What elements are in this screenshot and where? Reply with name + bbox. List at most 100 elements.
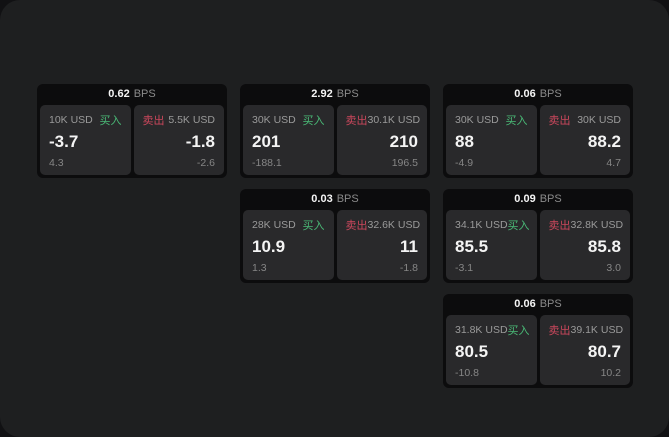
buy-panel-top: 30K USD 买入 <box>455 112 528 128</box>
sell-price: 11 <box>400 237 418 257</box>
bps-value: 0.06 <box>514 298 536 310</box>
quote-card: 2.92 BPS 30K USD 买入 201 -188.1 卖出 30.1K … <box>240 84 430 178</box>
bps-unit-label: BPS <box>539 88 562 100</box>
sell-delta: 196.5 <box>391 157 418 169</box>
sell-amount: 5.5K USD <box>168 114 215 126</box>
sell-panel[interactable]: 卖出 30.1K USD 210 196.5 <box>336 105 427 175</box>
sell-price: -1.8 <box>185 132 215 152</box>
sell-side-label: 卖出 <box>142 115 165 127</box>
quote-card: 0.09 BPS 34.1K USD 买入 85.5 -3.1 卖出 32.8K… <box>443 189 633 283</box>
buy-panel-top: 30K USD 买入 <box>252 112 325 128</box>
card-header: 2.92 BPS <box>240 84 430 105</box>
bps-unit-label: BPS <box>539 298 562 310</box>
buy-delta: -3.1 <box>455 262 474 274</box>
buy-panel[interactable]: 31.8K USD 买入 80.5 -10.8 <box>446 315 537 385</box>
sell-delta: 4.7 <box>606 157 621 169</box>
buy-amount: 31.8K USD <box>455 324 508 336</box>
sell-amount: 32.6K USD <box>367 219 421 231</box>
bps-value: 0.03 <box>311 193 333 205</box>
buy-price: 88 <box>455 132 474 152</box>
sell-panel-top: 卖出 32.6K USD <box>345 217 421 233</box>
sell-panel-top: 卖出 30K USD <box>549 112 622 128</box>
buy-side-label: 买入 <box>302 220 325 232</box>
sell-amount: 30.1K USD <box>367 114 421 126</box>
card-body: 34.1K USD 买入 85.5 -3.1 卖出 32.8K USD 85.8… <box>443 210 633 283</box>
buy-delta: -10.8 <box>455 367 479 379</box>
sell-panel[interactable]: 卖出 30K USD 88.2 4.7 <box>539 105 630 175</box>
bps-value: 2.92 <box>311 88 333 100</box>
sell-amount: 32.8K USD <box>570 219 624 231</box>
card-header: 0.09 BPS <box>443 189 633 210</box>
sell-price: 80.7 <box>587 342 621 362</box>
card-body: 30K USD 买入 201 -188.1 卖出 30.1K USD 210 1… <box>240 105 430 178</box>
sell-panel[interactable]: 卖出 5.5K USD -1.8 -2.6 <box>133 105 224 175</box>
sell-price: 210 <box>389 132 418 152</box>
buy-side-label: 买入 <box>302 115 325 127</box>
buy-amount: 28K USD <box>252 219 296 231</box>
bps-value: 0.09 <box>514 193 536 205</box>
sell-panel[interactable]: 卖出 32.6K USD 11 -1.8 <box>336 210 427 280</box>
bps-unit-label: BPS <box>336 193 359 205</box>
sell-panel[interactable]: 卖出 32.8K USD 85.8 3.0 <box>539 210 630 280</box>
bps-unit-label: BPS <box>133 88 156 100</box>
buy-side-label: 买入 <box>507 220 530 232</box>
bps-unit-label: BPS <box>539 193 562 205</box>
buy-side-label: 买入 <box>505 115 528 127</box>
buy-price: 10.9 <box>252 237 286 257</box>
bps-unit-label: BPS <box>336 88 359 100</box>
sell-side-label: 卖出 <box>548 220 571 232</box>
sell-side-label: 卖出 <box>345 115 368 127</box>
buy-price: -3.7 <box>49 132 79 152</box>
quote-card: 0.06 BPS 31.8K USD 买入 80.5 -10.8 卖出 39.1… <box>443 294 633 388</box>
sell-panel[interactable]: 卖出 39.1K USD 80.7 10.2 <box>539 315 630 385</box>
sell-panel-top: 卖出 32.8K USD <box>548 217 624 233</box>
buy-side-label: 买入 <box>99 115 122 127</box>
buy-panel[interactable]: 30K USD 买入 201 -188.1 <box>243 105 334 175</box>
sell-side-label: 卖出 <box>548 325 571 337</box>
buy-amount: 34.1K USD <box>455 219 508 231</box>
quote-card: 0.06 BPS 30K USD 买入 88 -4.9 卖出 30K USD <box>443 84 633 178</box>
sell-price: 85.8 <box>587 237 621 257</box>
sell-side-label: 卖出 <box>345 220 368 232</box>
sell-price: 88.2 <box>587 132 621 152</box>
card-header: 0.03 BPS <box>240 189 430 210</box>
sell-panel-top: 卖出 30.1K USD <box>345 112 421 128</box>
sell-amount: 30K USD <box>577 114 621 126</box>
buy-panel[interactable]: 34.1K USD 买入 85.5 -3.1 <box>446 210 537 280</box>
sell-panel-top: 卖出 5.5K USD <box>143 112 216 128</box>
bps-value: 0.62 <box>108 88 130 100</box>
buy-delta: 1.3 <box>252 262 267 274</box>
quote-card: 0.62 BPS 10K USD 买入 -3.7 4.3 卖出 5.5K USD <box>37 84 227 178</box>
buy-delta: 4.3 <box>49 157 64 169</box>
buy-panel[interactable]: 10K USD 买入 -3.7 4.3 <box>40 105 131 175</box>
sell-delta: -2.6 <box>196 157 215 169</box>
bps-value: 0.06 <box>514 88 536 100</box>
buy-price: 85.5 <box>455 237 489 257</box>
sell-panel-top: 卖出 39.1K USD <box>548 322 624 338</box>
quote-grid: 0.62 BPS 10K USD 买入 -3.7 4.3 卖出 5.5K USD <box>37 84 633 388</box>
buy-delta: -188.1 <box>252 157 282 169</box>
buy-panel-top: 10K USD 买入 <box>49 112 122 128</box>
buy-panel-top: 31.8K USD 买入 <box>455 322 530 338</box>
sell-side-label: 卖出 <box>548 115 571 127</box>
card-body: 10K USD 买入 -3.7 4.3 卖出 5.5K USD -1.8 -2.… <box>37 105 227 178</box>
buy-panel[interactable]: 28K USD 买入 10.9 1.3 <box>243 210 334 280</box>
buy-price: 201 <box>252 132 281 152</box>
buy-panel-top: 34.1K USD 买入 <box>455 217 530 233</box>
buy-amount: 10K USD <box>49 114 93 126</box>
buy-amount: 30K USD <box>455 114 499 126</box>
sell-amount: 39.1K USD <box>570 324 624 336</box>
card-header: 0.06 BPS <box>443 84 633 105</box>
card-body: 28K USD 买入 10.9 1.3 卖出 32.6K USD 11 -1.8 <box>240 210 430 283</box>
quote-card: 0.03 BPS 28K USD 买入 10.9 1.3 卖出 32.6K US… <box>240 189 430 283</box>
card-header: 0.62 BPS <box>37 84 227 105</box>
sell-delta: 3.0 <box>606 262 621 274</box>
buy-panel[interactable]: 30K USD 买入 88 -4.9 <box>446 105 537 175</box>
buy-price: 80.5 <box>455 342 489 362</box>
buy-side-label: 买入 <box>507 325 530 337</box>
buy-panel-top: 28K USD 买入 <box>252 217 325 233</box>
buy-delta: -4.9 <box>455 157 474 169</box>
card-body: 31.8K USD 买入 80.5 -10.8 卖出 39.1K USD 80.… <box>443 315 633 388</box>
sell-delta: 10.2 <box>600 367 621 379</box>
